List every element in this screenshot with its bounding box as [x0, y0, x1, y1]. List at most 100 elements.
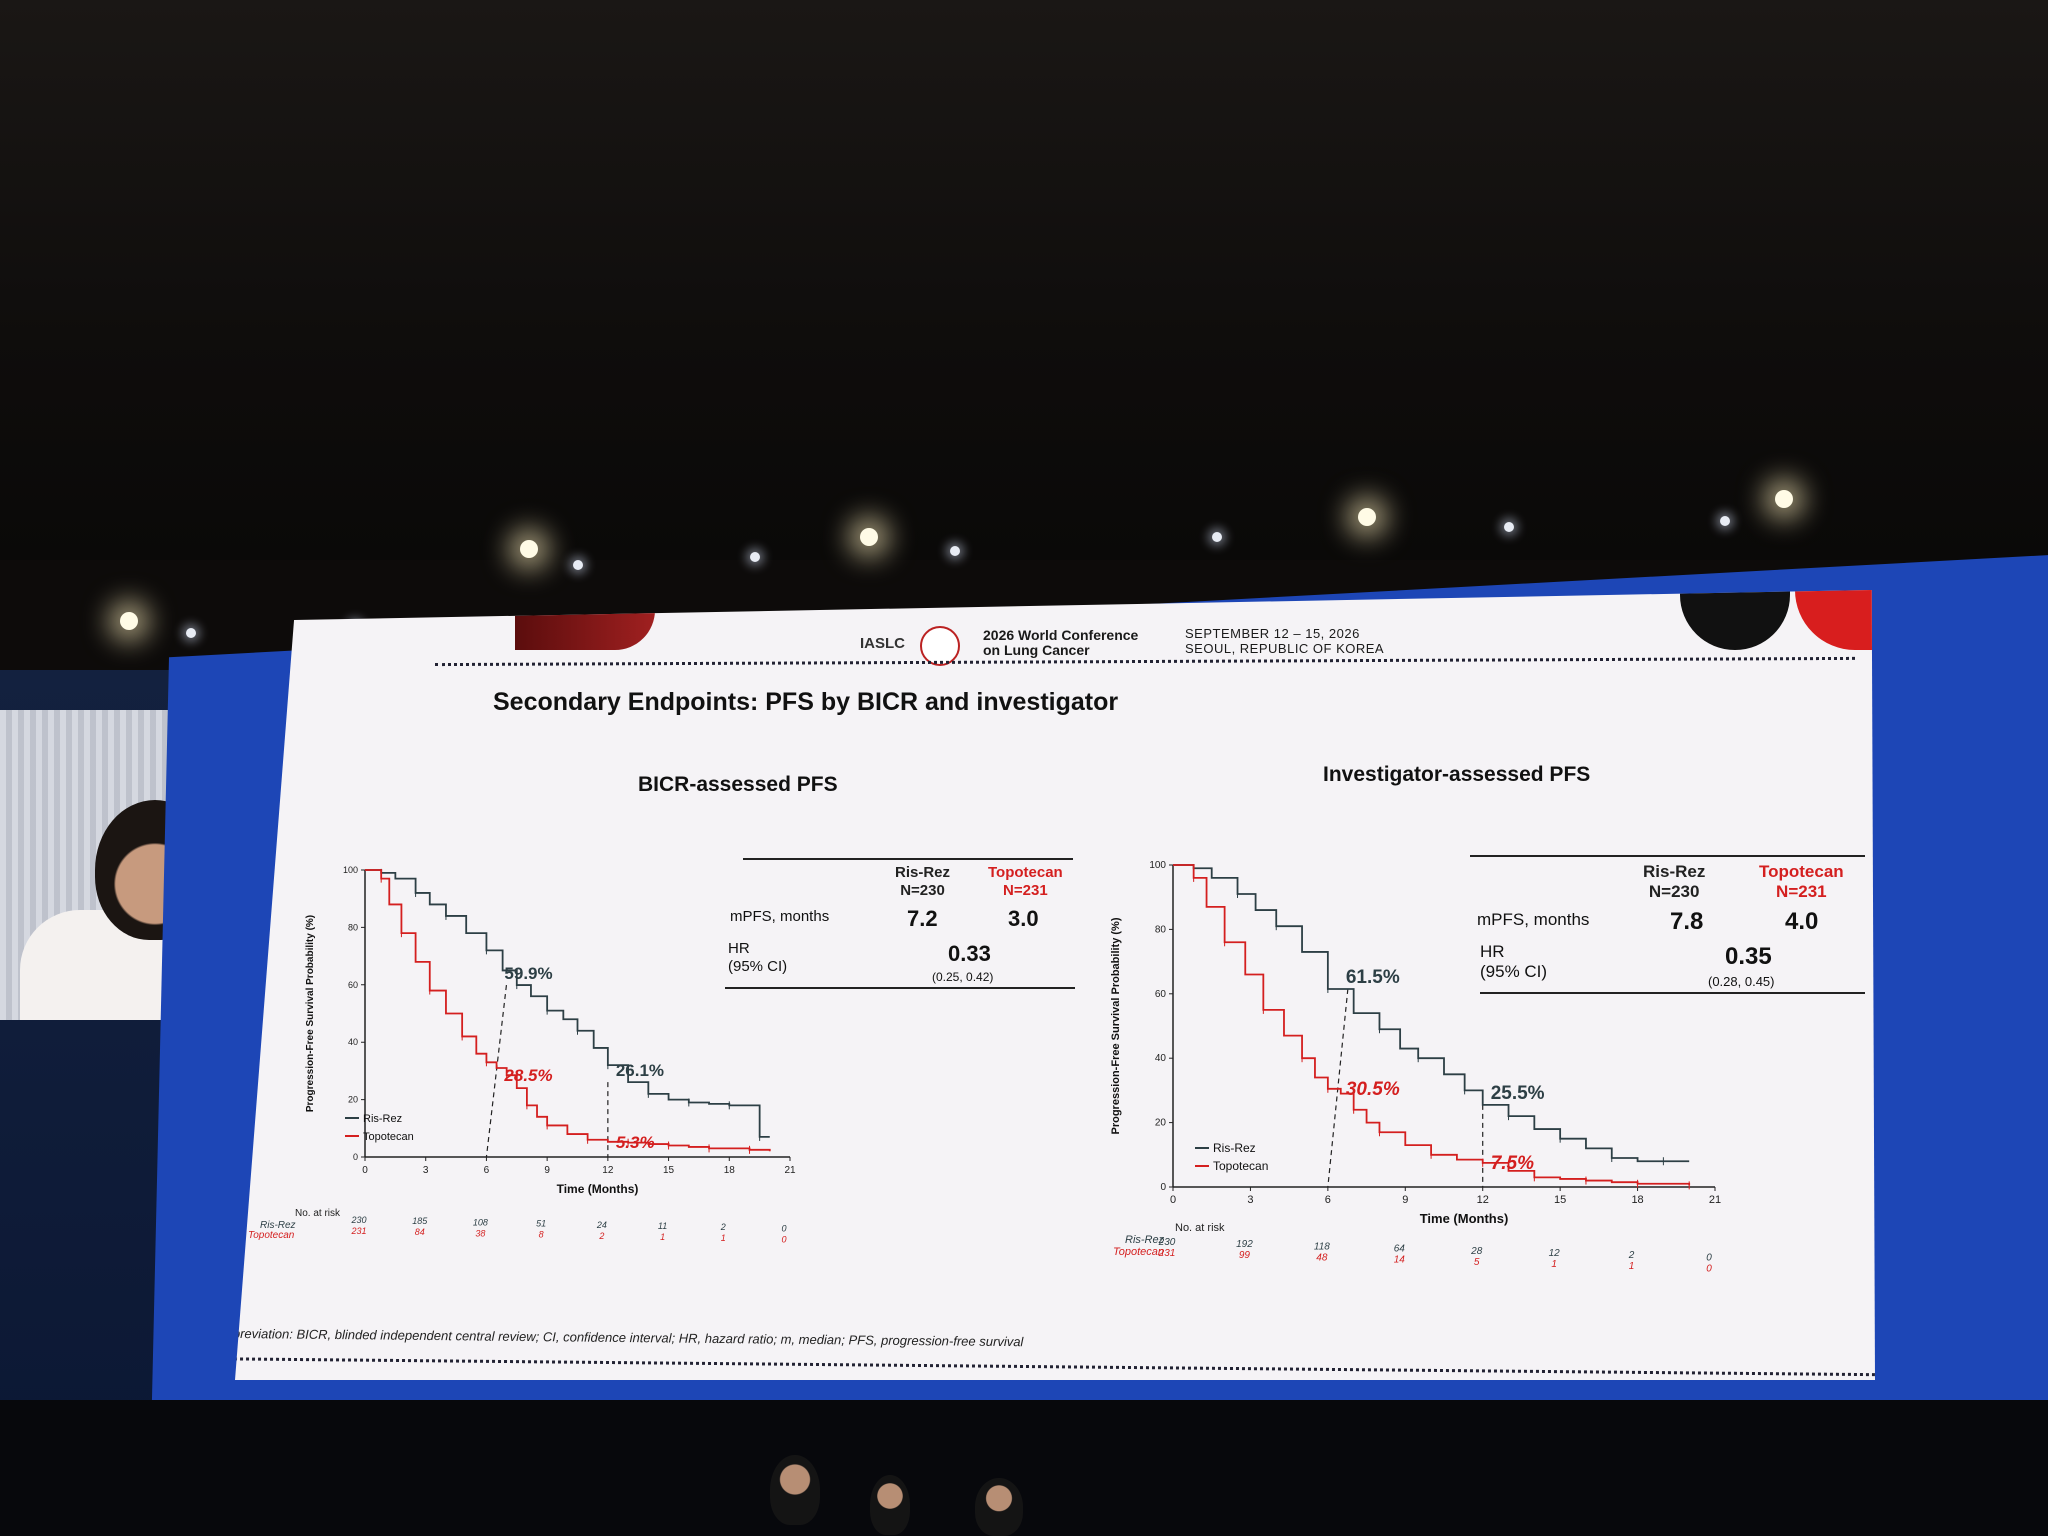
chart2-curve-risrez [1173, 864, 1690, 1163]
chart2-at-risk-topotecan: 99 [1239, 1250, 1251, 1261]
table2-mpfs-risrez: 7.8 [1670, 908, 1704, 935]
stage-floor [0, 1400, 2048, 1536]
stage-light [860, 528, 878, 546]
chart2-annotation: 61.5% [1346, 967, 1400, 988]
stage-light [120, 612, 138, 630]
table1-mpfs-risrez: 7.2 [907, 906, 938, 931]
chart2-curve-topotecan [1173, 864, 1691, 1186]
chart1-at-risk-risrez: 108 [473, 1217, 488, 1227]
chart2-at-risk-label-topotecan: Topotecan [1113, 1246, 1164, 1258]
stage-light [750, 552, 760, 562]
t1-col1: Ris-Rez [895, 864, 951, 881]
chart1-annotation: 26.1% [616, 1061, 664, 1080]
panelist [975, 1478, 1023, 1536]
chart2-annotation: 7.5% [1491, 1153, 1534, 1174]
chart1-at-risk-risrez: 11 [658, 1221, 667, 1231]
chart2-at-risk-topotecan: 5 [1474, 1257, 1480, 1268]
chart1-y-tick-label: 0 [353, 1152, 358, 1162]
chart2-at-risk-risrez: 118 [1314, 1241, 1330, 1252]
chart1-at-risk-topotecan: 1 [721, 1233, 726, 1243]
chart1-x-tick-label: 9 [544, 1165, 550, 1176]
stage-light [950, 546, 960, 556]
chart2-y-tick-label: 40 [1155, 1053, 1167, 1064]
t1-col1-n: N=230 [900, 882, 945, 899]
slide-title: Secondary Endpoints: PFS by BICR and inv… [493, 688, 1119, 716]
chart1-landmark-line [485, 985, 508, 1158]
table2-hr: 0.35 [1725, 943, 1772, 970]
chart2-y-tick-label: 80 [1155, 924, 1167, 935]
t1-ci-label: (95% CI) [728, 958, 788, 975]
presentation-slide: IASLC 2026 World Conference on Lung Canc… [235, 590, 1875, 1380]
table2-row2-label: HR (95% CI) [1480, 942, 1547, 982]
table2-top-rule [1470, 855, 1865, 857]
chart1-y-axis-label: Progression-Free Survival Probability (%… [305, 915, 316, 1112]
chart1-y-tick-label: 100 [343, 865, 358, 875]
table1-ci: (0.25, 0.42) [932, 970, 994, 984]
stage-light [1212, 532, 1222, 542]
t2-hr-label: HR [1480, 942, 1505, 961]
stage-light [186, 628, 196, 638]
chart2-at-risk-risrez: 64 [1394, 1244, 1406, 1255]
chart2-y-axis-label: Progression-Free Survival Probability (%… [1110, 917, 1122, 1134]
chart2-y-tick-label: 0 [1160, 1182, 1166, 1193]
chart2-x-axis-label: Time (Months) [1420, 1211, 1509, 1226]
chart2-y-tick-label: 60 [1155, 989, 1167, 1000]
chart2-legend-label-topotecan: Topotecan [1213, 1159, 1268, 1173]
chart2-at-risk-header: No. at risk [1175, 1222, 1225, 1234]
chart1-annotation: 5.3% [616, 1133, 655, 1152]
chart1-x-tick-label: 18 [724, 1165, 736, 1176]
chart2-x-tick-label: 3 [1247, 1194, 1253, 1206]
chart1-curve-topotecan [365, 869, 771, 1152]
chart2-at-risk-risrez: 230 [1158, 1237, 1176, 1248]
chart2-at-risk-topotecan: 48 [1316, 1252, 1328, 1263]
chart1-at-risk-topotecan: 8 [539, 1230, 544, 1240]
chart2-at-risk-risrez: 192 [1236, 1239, 1253, 1250]
chart2-at-risk-topotecan: 14 [1394, 1255, 1406, 1266]
table2-row1-label: mPFS, months [1477, 910, 1590, 929]
org-logo-text: IASLC [860, 635, 905, 652]
chart1-at-risk-header: No. at risk [295, 1208, 341, 1219]
chart2-legend-label-risrez: Ris-Rez [1213, 1141, 1256, 1155]
table2-ci: (0.28, 0.45) [1708, 974, 1775, 989]
chart2-y-tick-label: 100 [1149, 860, 1166, 871]
chart1-at-risk-risrez: 185 [412, 1216, 428, 1226]
chart1-x-tick-label: 0 [362, 1165, 368, 1176]
t2-col1: Ris-Rez [1643, 862, 1706, 881]
chart1-x-tick-label: 21 [784, 1165, 796, 1176]
table2-mpfs-topotecan: 4.0 [1785, 908, 1819, 935]
chart2-at-risk-risrez: 28 [1470, 1246, 1483, 1257]
panelist [870, 1475, 910, 1535]
stage-light [1775, 490, 1793, 508]
chart1-at-risk-risrez: 2 [720, 1222, 726, 1232]
chart1-at-risk-label-topotecan: Topotecan [248, 1230, 295, 1241]
table2-col2-head: Topotecan N=231 [1759, 862, 1844, 902]
venue-ceiling [0, 0, 2048, 560]
chart2-title: Investigator-assessed PFS [1323, 763, 1591, 786]
conference-seal-icon [920, 626, 960, 666]
stage-light [573, 560, 583, 570]
chart1-at-risk-risrez: 24 [596, 1220, 607, 1230]
t2-ci-label: (95% CI) [1480, 962, 1548, 981]
chart1-at-risk-topotecan: 231 [350, 1226, 366, 1236]
chart1-y-tick-label: 80 [348, 922, 358, 932]
chart2-x-tick-label: 18 [1631, 1194, 1643, 1206]
chart1-at-risk-label-risrez: Ris-Rez [260, 1220, 296, 1231]
chart1-x-tick-label: 3 [423, 1165, 429, 1176]
chart1-at-risk-topotecan: 2 [598, 1231, 604, 1241]
table1-mpfs-topotecan: 3.0 [1008, 906, 1039, 931]
stage-light [1358, 508, 1376, 526]
dates-line: SEPTEMBER 12 – 15, 2026 [1185, 626, 1360, 641]
chart2-x-tick-label: 12 [1477, 1194, 1489, 1206]
table1-row1-label: mPFS, months [730, 908, 830, 925]
table1-row2-label: HR (95% CI) [728, 940, 787, 976]
chart1-at-risk-topotecan: 1 [660, 1232, 665, 1242]
chart1-x-axis-label: Time (Months) [557, 1182, 639, 1196]
panelist [770, 1455, 820, 1525]
table2-bottom-rule [1480, 992, 1865, 994]
location-line: SEOUL, REPUBLIC OF KOREA [1185, 641, 1385, 656]
chart1-at-risk-topotecan: 84 [415, 1227, 425, 1237]
chart1-annotation: 28.5% [503, 1066, 552, 1085]
chart2-x-tick-label: 9 [1402, 1194, 1408, 1206]
t2-col2-n: N=231 [1776, 882, 1827, 901]
